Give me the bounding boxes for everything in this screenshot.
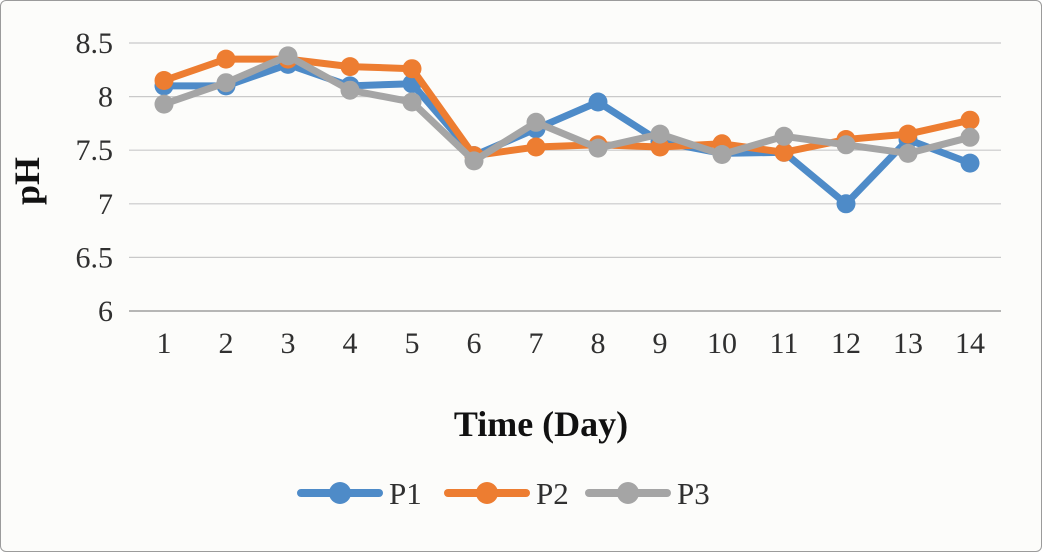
x-tick-label: 5 [405,327,420,360]
series-marker-P3-day9 [650,124,670,144]
legend-item-P2: P2 [444,476,569,511]
x-tick-label: 3 [281,327,296,360]
series-marker-P2-day2 [216,49,236,69]
series-marker-P3-day6 [464,151,484,171]
x-tick-label: 12 [831,327,861,360]
series-marker-P2-day7 [526,137,546,157]
series-marker-P1-day8 [588,92,608,112]
legend: P1 P2 P3 [297,476,710,511]
legend-label-P2: P2 [536,476,569,511]
y-axis-title: pH [7,157,47,205]
series-marker-P3-day1 [154,94,174,114]
x-tick-label: 4 [343,327,358,360]
y-tick-label: 7 [98,188,113,221]
series-marker-P3-day8 [588,138,608,158]
series-marker-P2-day14 [960,110,980,130]
x-tick-label: 8 [591,327,606,360]
gridlines-layer [129,42,1001,312]
legend-item-P3: P3 [585,476,710,511]
x-tick-label: 9 [653,327,668,360]
y-tick-label: 7.5 [76,134,114,167]
x-tick-label: 6 [467,327,482,360]
x-tick-label: 13 [893,327,923,360]
legend-swatch-marker-P1 [329,482,351,504]
x-tick-label: 1 [157,327,172,360]
legend-label-P1: P1 [389,476,422,511]
series-marker-P3-day10 [712,145,732,164]
series-marker-P3-day12 [836,135,856,155]
y-axis-tick-labels: 8.5 8 7.5 7 6.5 6 [76,27,114,328]
series-marker-P1-day14 [960,153,980,173]
series-marker-P3-day5 [402,92,422,112]
series-marker-P2-day13 [898,124,918,144]
series-marker-P3-day7 [526,112,546,132]
series-marker-P2-day1 [154,71,174,90]
legend-item-P1: P1 [297,476,422,511]
series-marker-P2-day11 [774,142,794,162]
series-marker-P3-day11 [774,126,794,146]
y-tick-label: 6 [98,295,113,328]
series-marker-P3-day2 [216,73,236,93]
series-marker-P1-day12 [836,194,856,214]
x-axis-title: Time (Day) [454,404,628,444]
series-line-P3 [160,52,974,165]
series-marker-P3-day4 [340,80,360,100]
legend-label-P3: P3 [677,476,710,511]
series-marker-P2-day4 [340,57,360,77]
y-tick-label: 8.5 [76,27,114,60]
series-layer [154,46,980,214]
y-tick-label: 6.5 [76,241,114,274]
series-marker-P3-day3 [278,46,298,66]
x-tick-label: 14 [955,327,985,360]
x-tick-label: 10 [707,327,737,360]
series-line-P1 [160,60,974,208]
y-tick-label: 8 [98,81,113,114]
legend-swatch-marker-P3 [617,482,639,504]
series-marker-P3-day13 [898,143,918,163]
legend-swatch-marker-P2 [476,482,498,504]
x-axis-tick-labels: 1 2 3 4 5 6 7 8 9 10 11 12 13 14 [157,327,986,360]
x-tick-label: 11 [770,327,799,360]
x-tick-label: 2 [219,327,234,360]
series-marker-P3-day14 [960,127,980,147]
x-tick-label: 7 [529,327,544,360]
series-marker-P2-day5 [402,59,422,79]
